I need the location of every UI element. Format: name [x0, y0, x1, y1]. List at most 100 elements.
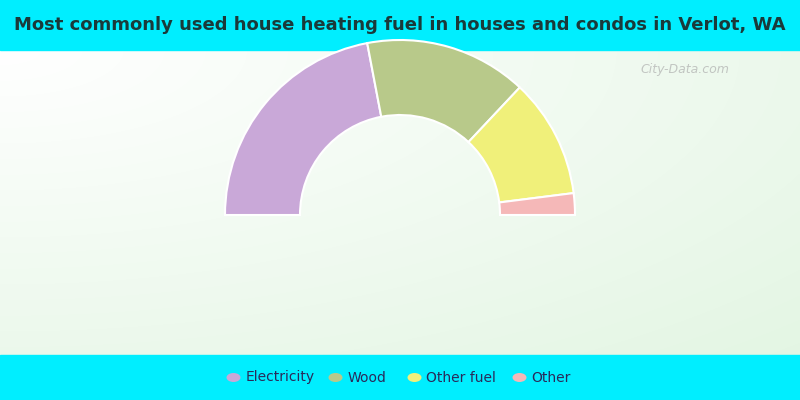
Ellipse shape [513, 373, 526, 382]
Bar [0, 155, 800, 157]
Bar [0, 67, 800, 68]
Bar [0, 324, 800, 326]
Text: Wood: Wood [347, 370, 386, 384]
Bar [0, 258, 800, 259]
Bar [0, 196, 800, 198]
Bar [0, 172, 800, 174]
Bar [0, 157, 800, 158]
Bar [0, 245, 800, 247]
Bar [0, 216, 800, 218]
Bar [0, 168, 800, 169]
Bar [0, 169, 800, 170]
Bar [0, 202, 800, 204]
Bar [0, 61, 800, 62]
Text: City-Data.com: City-Data.com [641, 64, 730, 76]
Bar [0, 300, 800, 302]
Bar [0, 266, 800, 268]
Bar [0, 280, 800, 282]
Bar [0, 344, 800, 346]
Bar [0, 110, 800, 111]
Bar [0, 85, 800, 87]
Bar [0, 338, 800, 340]
Bar [0, 288, 800, 290]
Bar [0, 148, 800, 149]
Bar [0, 247, 800, 248]
Bar [0, 163, 800, 164]
Bar [0, 265, 800, 266]
Text: Other fuel: Other fuel [426, 370, 496, 384]
Bar [0, 276, 800, 277]
Bar [0, 93, 800, 94]
Bar [0, 74, 800, 76]
Bar [0, 309, 800, 311]
Bar [0, 285, 800, 286]
Bar [0, 178, 800, 180]
Bar [0, 227, 800, 228]
Bar [0, 347, 800, 349]
Bar [0, 219, 800, 221]
Bar [0, 340, 800, 341]
Bar [0, 64, 800, 65]
Bar [0, 50, 800, 52]
Bar [0, 204, 800, 206]
Bar [0, 91, 800, 93]
Bar [0, 176, 800, 178]
Bar [0, 68, 800, 70]
Bar [0, 350, 800, 352]
Bar [0, 106, 800, 108]
Bar [0, 108, 800, 110]
Bar [0, 250, 800, 251]
Bar [0, 116, 800, 117]
Bar [0, 175, 800, 176]
Bar [0, 286, 800, 288]
Bar [0, 143, 800, 144]
Bar [0, 137, 800, 138]
Bar [0, 149, 800, 151]
Bar [0, 355, 800, 400]
Bar [0, 302, 800, 303]
Bar [0, 329, 800, 330]
Bar [0, 334, 800, 335]
Bar [0, 122, 800, 123]
Bar [0, 277, 800, 279]
Bar [0, 183, 800, 184]
Bar [0, 314, 800, 315]
Bar [0, 52, 800, 53]
Bar [0, 111, 800, 112]
Bar [0, 297, 800, 298]
Bar [0, 112, 800, 114]
Bar [0, 241, 800, 242]
Bar [0, 94, 800, 96]
Bar [0, 78, 800, 79]
Bar [0, 192, 800, 193]
Bar [0, 103, 800, 105]
Bar [0, 206, 800, 207]
Bar [0, 328, 800, 329]
Bar [0, 198, 800, 200]
Bar [0, 290, 800, 291]
Ellipse shape [407, 373, 422, 382]
Bar [0, 96, 800, 97]
Bar [0, 308, 800, 309]
Bar [0, 215, 800, 216]
Bar [0, 62, 800, 64]
Bar [0, 193, 800, 195]
Bar [0, 225, 800, 227]
Bar [0, 152, 800, 154]
Bar [0, 238, 800, 239]
Bar [0, 279, 800, 280]
Bar [0, 90, 800, 91]
Bar [0, 164, 800, 166]
Bar [0, 87, 800, 88]
Bar [0, 222, 800, 224]
Bar [0, 349, 800, 350]
Bar [0, 120, 800, 122]
Bar [0, 337, 800, 338]
Bar [0, 180, 800, 181]
Bar [0, 105, 800, 106]
Text: Other: Other [531, 370, 571, 384]
Bar [0, 294, 800, 296]
Bar [0, 354, 800, 355]
Bar [0, 80, 800, 82]
Bar [0, 0, 800, 50]
